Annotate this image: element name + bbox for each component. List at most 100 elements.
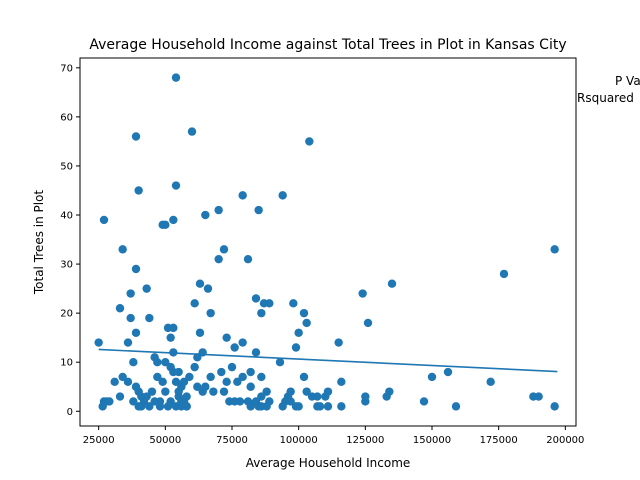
data-point [278, 191, 287, 200]
data-point [153, 372, 162, 382]
data-point [126, 289, 135, 298]
data-point [153, 358, 162, 367]
data-point [291, 343, 301, 352]
data-point [337, 402, 346, 411]
data-point [323, 402, 333, 411]
data-point [171, 377, 181, 387]
y-tick-label: 40 [60, 211, 73, 222]
data-point [257, 308, 266, 318]
x-tick-label: 150000 [413, 435, 451, 446]
data-point [275, 358, 285, 367]
data-point [147, 387, 157, 396]
data-point [294, 402, 303, 411]
data-point [187, 127, 197, 136]
data-point [222, 333, 231, 342]
data-point [486, 377, 495, 387]
data-point [419, 397, 429, 406]
data-point [115, 304, 125, 313]
data-point [129, 397, 138, 406]
data-point [161, 220, 170, 230]
regression-line-group [98, 348, 558, 373]
rsquared-annotation: Rsquared [577, 91, 634, 105]
data-point [443, 367, 453, 377]
data-point [161, 387, 170, 396]
data-point [131, 132, 141, 141]
data-point [179, 377, 189, 387]
data-point [155, 397, 165, 406]
data-point [145, 402, 154, 411]
p-value-annotation: P Va [615, 74, 640, 88]
data-point [131, 328, 141, 337]
data-point [206, 372, 215, 382]
data-point [361, 392, 370, 401]
data-point [99, 215, 109, 225]
data-point [94, 338, 103, 347]
regression-line [98, 348, 558, 373]
data-point [254, 205, 263, 215]
data-point [334, 338, 343, 347]
data-point [451, 402, 461, 411]
data-point [550, 245, 559, 254]
data-point [190, 362, 199, 372]
data-point [235, 397, 245, 406]
data-point [323, 387, 333, 396]
data-point [257, 372, 266, 382]
x-tick-label: 25000 [83, 435, 115, 446]
data-point [201, 210, 210, 220]
data-point [302, 387, 311, 396]
data-point [265, 299, 274, 308]
data-point [219, 387, 229, 396]
data-point [118, 245, 127, 254]
data-point [246, 402, 255, 411]
data-point [105, 397, 114, 406]
data-point [166, 397, 175, 406]
data-point [115, 392, 125, 401]
data-point [110, 377, 119, 387]
data-point [123, 338, 133, 347]
data-point [257, 392, 266, 401]
data-point [262, 387, 271, 396]
data-point [182, 402, 191, 411]
data-point [251, 348, 261, 357]
data-point [265, 397, 274, 406]
y-tick-label: 20 [60, 309, 73, 320]
data-point [286, 387, 295, 396]
data-point [129, 358, 138, 367]
data-point [214, 254, 223, 264]
data-point [214, 205, 223, 215]
data-point [337, 377, 346, 387]
y-tick-label: 10 [60, 358, 73, 369]
data-point [286, 397, 295, 406]
y-axis-ticks: 0 10 20 30 40 50 60 70 [60, 63, 80, 418]
data-point [201, 382, 210, 391]
data-point [230, 343, 239, 352]
y-tick-label: 30 [60, 260, 73, 271]
chart-title: Average Household Income against Total T… [89, 37, 566, 53]
data-point [142, 392, 151, 401]
y-tick-label: 70 [60, 63, 73, 74]
x-tick-label: 100000 [280, 435, 318, 446]
data-point [217, 367, 226, 377]
data-point [171, 181, 181, 190]
data-point [315, 402, 325, 411]
data-point [166, 333, 175, 342]
data-point [174, 367, 183, 377]
data-point [158, 377, 167, 387]
data-point [251, 294, 261, 303]
data-point [238, 191, 247, 200]
data-point [534, 392, 543, 401]
data-point [222, 377, 231, 387]
data-point [118, 372, 127, 382]
plot-frame [79, 57, 577, 427]
data-point [302, 318, 311, 328]
data-point [246, 367, 255, 377]
x-tick-label: 75000 [216, 435, 248, 446]
data-point [227, 362, 237, 372]
y-axis-label: Total Trees in Plot [32, 190, 46, 296]
data-point [195, 279, 205, 288]
data-point [161, 358, 170, 367]
data-point [385, 387, 394, 396]
x-tick-label: 125000 [346, 435, 384, 446]
x-tick-label: 50000 [149, 435, 181, 446]
